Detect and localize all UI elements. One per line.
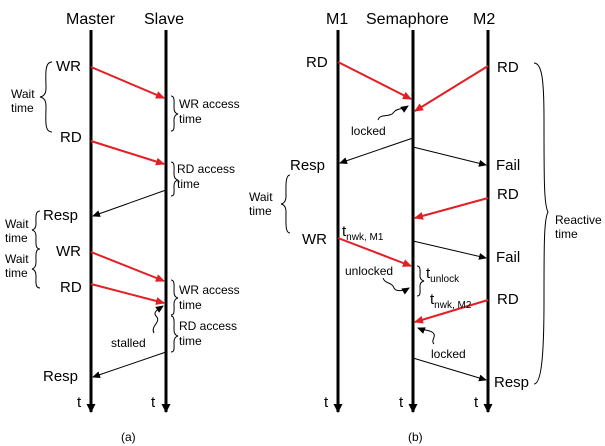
m2-lifeline-label: M2	[473, 11, 495, 28]
t-nwk-m2-label: tnwk, M2	[430, 291, 472, 311]
m1-rd-arrow	[337, 61, 412, 100]
wr-access-brace	[170, 95, 179, 132]
wr-access-time-text-2: WR access time	[179, 283, 243, 312]
rd-label-2: RD	[60, 279, 82, 296]
diagram-b: M1 Semaphore M2 t t t RD RD Resp Fail RD…	[249, 11, 605, 444]
slave-lifeline-label: Slave	[144, 11, 184, 28]
master-lifeline-label: Master	[66, 11, 116, 28]
stalled-label: stalled	[111, 336, 146, 350]
wr-request-arrow-2	[90, 251, 165, 282]
slave-time-label: t	[151, 394, 156, 411]
wait-time-text-3: Wait time	[5, 252, 32, 280]
reactive-time-text: Reactive time	[555, 213, 605, 241]
m1-wr-arrow	[337, 237, 412, 267]
rd-request-arrow	[90, 140, 165, 166]
unlocked-label: unlocked	[345, 264, 393, 278]
wait-time-text: Wait time	[11, 87, 38, 115]
resp-arrow	[92, 189, 167, 217]
resp-arrow-2	[92, 351, 167, 379]
wait-time-text-2: Wait time	[5, 217, 32, 245]
rd-access-brace-2	[170, 315, 179, 353]
unlocked-pointer	[382, 277, 410, 295]
locked-label: locked	[351, 124, 386, 138]
reactive-time-brace	[533, 62, 549, 385]
m2-rd-arrow-3	[414, 299, 489, 324]
t-unlock-label: tunlock	[426, 265, 460, 285]
resp-label-2: Resp	[43, 368, 78, 385]
rd-access-time-text-2: RD access time	[179, 319, 240, 348]
t-unlock-brace	[416, 265, 425, 297]
m2-fail-label-2: Fail	[496, 249, 520, 266]
m2-resp-arrow	[412, 357, 487, 382]
m2-rd-label: RD	[497, 59, 519, 76]
m2-rd-label-2: RD	[497, 186, 519, 203]
master-time-label: t	[77, 394, 82, 411]
m1-lifeline-label: M1	[326, 11, 348, 28]
wait-time-brace-2	[31, 210, 41, 250]
m2-resp-label: Resp	[494, 374, 529, 391]
locked-pointer-2	[417, 327, 435, 345]
m2-time-label: t	[474, 394, 479, 411]
wr-request-arrow	[90, 66, 165, 99]
caption-a: (a)	[121, 430, 136, 444]
m2-fail-arrow-2	[412, 240, 487, 260]
locked-label-2: locked	[431, 347, 466, 361]
m2-rd-arrow-2	[414, 197, 489, 220]
m2-fail-arrow	[412, 146, 487, 167]
t-nwk-m1-label: tnwk, M1	[342, 223, 384, 243]
m1-resp-label: Resp	[290, 157, 325, 174]
wait-time-brace-b	[280, 174, 291, 234]
resp-label: Resp	[43, 207, 78, 224]
caption-b: (b)	[408, 430, 423, 444]
semaphore-time-label: t	[399, 394, 404, 411]
m2-rd-label-3: RD	[497, 291, 519, 308]
wr-label: WR	[56, 58, 81, 75]
rd-access-brace	[170, 161, 179, 197]
wait-time-brace-3	[31, 248, 41, 289]
m2-rd-arrow	[414, 65, 489, 112]
diagram-a: Master Slave t t WR RD Resp WR RD Resp W…	[5, 11, 243, 444]
wr-access-time-text: WR access time	[179, 97, 243, 126]
semaphore-lifeline-label: Semaphore	[366, 11, 449, 28]
stalled-pointer	[152, 305, 164, 334]
m1-resp-arrow	[339, 137, 414, 165]
wait-time-brace	[39, 61, 53, 133]
m1-wr-label: WR	[302, 231, 327, 248]
wr-access-brace-2	[170, 279, 179, 316]
locked-pointer	[377, 105, 409, 121]
m2-fail-label: Fail	[496, 157, 520, 174]
wait-time-text-b: Wait time	[249, 190, 276, 218]
rd-request-arrow-2	[90, 283, 165, 305]
rd-label: RD	[60, 129, 82, 146]
wr-label-2: WR	[56, 243, 81, 260]
rd-access-time-text: RD access time	[177, 162, 238, 191]
m1-time-label: t	[324, 394, 329, 411]
m1-rd-label: RD	[306, 54, 328, 71]
